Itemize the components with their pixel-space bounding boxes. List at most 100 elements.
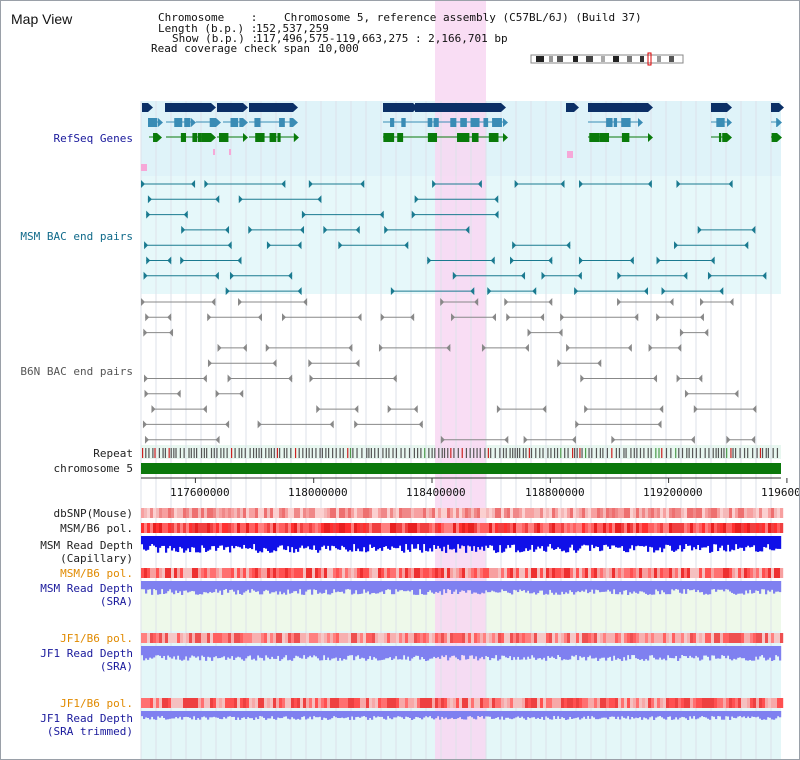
- dbsnp-heat: [231, 508, 235, 518]
- jf1-trimmed-depth: [177, 711, 180, 719]
- track-label-b6n-bac[interactable]: B6N BAC end pairs: [20, 365, 133, 378]
- msm-pol-heat: [705, 523, 709, 533]
- msm-capillary-depth: [437, 536, 440, 546]
- b6n-bac-pair-end: [257, 420, 262, 429]
- dbsnp-heat: [294, 508, 298, 518]
- ruler-tick-label: 119600000: [761, 486, 799, 499]
- msm-capillary-depth: [769, 536, 772, 550]
- dbsnp-heat: [291, 508, 295, 518]
- jf1-pol-heat: [690, 633, 694, 643]
- chromosome-ideogram[interactable]: [531, 54, 683, 64]
- msm-pol2-heat: [666, 568, 670, 578]
- track-label-jf1-read-depth-trimmed[interactable]: JF1 Read Depth (SRA trimmed): [40, 712, 133, 738]
- msm-sra-depth: [759, 581, 762, 594]
- msm-sra-depth: [191, 581, 194, 591]
- dbsnp-heat: [699, 508, 703, 518]
- msm-pol-heat: [765, 523, 769, 533]
- msm-pol-heat: [615, 523, 619, 533]
- track-label-jf1-b6-pol-2[interactable]: JF1/B6 pol.: [60, 697, 133, 710]
- track-label-msm-read-depth-capillary[interactable]: MSM Read Depth (Capillary): [40, 539, 133, 565]
- repeat-mark: [505, 448, 507, 458]
- msm-sra-depth: [715, 581, 718, 592]
- selected-region-highlight[interactable]: [435, 1, 486, 759]
- jf1-trimmed-depth: [477, 711, 480, 717]
- msm-pol-heat: [354, 523, 358, 533]
- msm-capillary-depth: [239, 536, 242, 548]
- jf1-sra-depth: [659, 646, 662, 658]
- jf1-pol-heat: [771, 633, 775, 643]
- msm-pol2-heat: [543, 568, 547, 578]
- jf1-trimmed-depth: [661, 711, 664, 718]
- jf1-sra-depth: [283, 646, 286, 658]
- jf1-trimmed-depth: [633, 711, 636, 719]
- jf1-trimmed-depth: [563, 711, 566, 719]
- msm-capillary-depth: [419, 536, 422, 551]
- track-label-chromosome[interactable]: chromosome 5: [53, 462, 133, 475]
- jf1-pol-heat: [567, 633, 571, 643]
- msm-sra-depth: [325, 581, 328, 590]
- dbsnp-heat: [372, 508, 376, 518]
- jf1-sra-depth: [547, 646, 550, 657]
- jf1-sra-depth: [615, 646, 618, 660]
- jf1-pol-heat: [441, 633, 445, 643]
- jf1-trimmed-depth: [499, 711, 502, 720]
- jf1-sra-depth: [405, 646, 408, 660]
- dbsnp-heat: [258, 508, 262, 518]
- b6n-bac-pair-end: [690, 435, 695, 444]
- msm-bac-pair-end: [227, 241, 232, 250]
- msm-capillary-depth: [197, 536, 200, 553]
- track-label-msm-b6-pol-1[interactable]: MSM/B6 pol.: [60, 522, 133, 535]
- msm-pol2-heat: [633, 568, 637, 578]
- track-label-msm-read-depth-sra[interactable]: MSM Read Depth (SRA): [40, 582, 133, 608]
- track-label-repeat[interactable]: Repeat: [93, 447, 133, 460]
- msm-sra-depth: [273, 581, 276, 593]
- msm-capillary-depth: [621, 536, 624, 547]
- b6n-bac-pair-end: [357, 313, 362, 322]
- track-label-msm-bac[interactable]: MSM BAC end pairs: [20, 230, 133, 243]
- track-label-jf1-b6-pol-1[interactable]: JF1/B6 pol.: [60, 632, 133, 645]
- msm-capillary-depth: [485, 536, 488, 546]
- track-label-dbsnp[interactable]: dbSNP(Mouse): [53, 507, 133, 520]
- b6n-bac-pair-end: [540, 313, 545, 322]
- jf1-sra-depth: [187, 646, 190, 661]
- msm-sra-depth: [315, 581, 318, 591]
- jf1-pol-heat: [480, 633, 484, 643]
- jf1-sra-depth: [325, 646, 328, 661]
- b6n-bac-pair-end: [451, 313, 456, 322]
- msm-capillary-depth: [599, 536, 602, 552]
- dbsnp-heat: [354, 508, 358, 518]
- dbsnp-heat: [396, 508, 400, 518]
- repeat-mark: [319, 448, 321, 458]
- track-label-jf1-read-depth-sra[interactable]: JF1 Read Depth (SRA): [40, 647, 133, 673]
- jf1-pol-heat: [150, 633, 154, 643]
- msm-capillary-depth: [665, 536, 668, 545]
- msm-capillary-depth: [323, 536, 326, 546]
- track-label-msm-b6-pol-2[interactable]: MSM/B6 pol.: [60, 567, 133, 580]
- dbsnp-heat: [534, 508, 538, 518]
- msm-capillary-depth: [507, 536, 510, 546]
- dbsnp-heat: [426, 508, 430, 518]
- msm-sra-depth: [763, 581, 766, 590]
- track-label-refseq-genes[interactable]: RefSeq Genes: [53, 132, 133, 145]
- dbsnp-heat: [639, 508, 643, 518]
- jf1-sra-depth: [661, 646, 664, 660]
- jf1-trimmed-depth: [365, 711, 368, 718]
- jf1-trimmed-depth: [187, 711, 190, 718]
- dbsnp-heat: [216, 508, 220, 518]
- msm-capillary-depth: [483, 536, 486, 551]
- jf1-sra-depth: [391, 646, 394, 661]
- jf1-pol2-heat: [735, 698, 739, 708]
- msm-bac-pair-end: [629, 256, 634, 265]
- dbsnp-heat: [666, 508, 670, 518]
- jf1-pol2-heat: [144, 698, 148, 708]
- msm-pol2-heat: [765, 568, 769, 578]
- jf1-sra-depth: [409, 646, 412, 661]
- jf1-trimmed-depth: [737, 711, 740, 717]
- msm-pol-heat: [564, 523, 568, 533]
- dbsnp-heat: [282, 508, 286, 518]
- msm-sra-depth: [699, 581, 702, 593]
- jf1-pol-heat: [264, 633, 268, 643]
- jf1-sra-depth: [621, 646, 624, 661]
- refseq-gene-block: [566, 103, 574, 112]
